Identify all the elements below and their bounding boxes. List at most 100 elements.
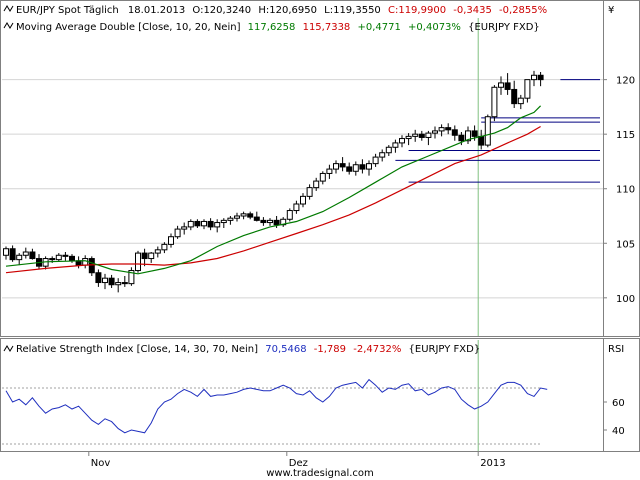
price-y-tick-label: 105 bbox=[616, 239, 635, 250]
indicator-icon bbox=[3, 22, 14, 29]
candle-body bbox=[531, 74, 537, 81]
indicator-name: Moving Average Double [Close, 10, 20, Ne… bbox=[16, 22, 241, 33]
candle-body bbox=[174, 228, 181, 238]
candle-body bbox=[201, 220, 207, 227]
candle-body bbox=[141, 252, 148, 260]
candle-body bbox=[9, 248, 16, 261]
x-tick-label: Dez bbox=[289, 458, 308, 469]
candle-body bbox=[326, 168, 333, 174]
support-resistance-lines bbox=[395, 79, 600, 183]
rsi-series bbox=[5, 378, 548, 434]
candle-body bbox=[458, 134, 465, 142]
rsi-value: 70,5468 bbox=[265, 344, 306, 355]
candle-body bbox=[300, 195, 306, 205]
candle-body bbox=[418, 133, 425, 138]
rsi-change: -1,789 bbox=[314, 344, 346, 355]
price-y-tick-label: 100 bbox=[616, 294, 635, 305]
candle-body bbox=[161, 243, 168, 251]
candle-body bbox=[385, 146, 392, 154]
candle-body bbox=[517, 97, 524, 105]
title-date: 18.01.2013 bbox=[128, 5, 185, 16]
axis-ticks: 100 105 110 115 120 Nov Dez 2013 40 60 bbox=[88, 76, 635, 469]
title-open: O:120,3240 bbox=[192, 5, 251, 16]
indicator-symbol: {EURJPY FXD} bbox=[468, 22, 540, 33]
svg-text:Relative Strength Index [Close: Relative Strength Index [Close, 14, 30, … bbox=[16, 344, 480, 355]
title-symbol: EUR/JPY Spot Täglich bbox=[16, 5, 119, 16]
candle-body bbox=[478, 135, 485, 146]
title-low: L:119,3550 bbox=[324, 5, 381, 16]
svg-text:Moving Average Double [Close,: Moving Average Double [Close, 10, 20, Ne… bbox=[16, 22, 540, 33]
candle-body bbox=[49, 258, 56, 261]
candle-body bbox=[16, 254, 23, 261]
title-close: C:119,9900 bbox=[388, 5, 446, 16]
candle-body bbox=[445, 127, 452, 131]
title-change-pct: -0,2855% bbox=[499, 5, 547, 16]
candle-body bbox=[491, 86, 498, 118]
price-y-tick-label: 120 bbox=[616, 76, 635, 87]
candle-body bbox=[432, 130, 438, 134]
candle-body bbox=[412, 133, 419, 137]
candle-body bbox=[405, 135, 412, 140]
candle-body bbox=[247, 213, 254, 218]
candle-body bbox=[214, 222, 221, 228]
candle-body bbox=[273, 219, 280, 226]
candle-body bbox=[339, 163, 346, 168]
candle-body bbox=[168, 236, 174, 245]
candle-body bbox=[29, 251, 36, 260]
candle-body bbox=[484, 116, 491, 146]
candle-body bbox=[220, 219, 227, 224]
candle-body bbox=[22, 251, 29, 256]
candle-body bbox=[102, 277, 108, 284]
rsi-symbol: {EURJPY FXD} bbox=[409, 344, 481, 355]
candle-body bbox=[399, 138, 405, 144]
price-y-tick-label: 115 bbox=[616, 130, 635, 141]
candle-body bbox=[286, 210, 293, 220]
indicator-diff-pct: +0,4073% bbox=[408, 22, 461, 33]
candle-body bbox=[227, 217, 234, 221]
price-header: EUR/JPY Spot Täglich 18.01.2013 O:120,32… bbox=[3, 5, 614, 33]
title-high: H:120,6950 bbox=[258, 5, 317, 16]
candle-body bbox=[359, 164, 366, 170]
candle-body bbox=[293, 203, 300, 212]
price-y-tick-label: 110 bbox=[616, 185, 635, 196]
candle-body bbox=[234, 215, 240, 219]
rsi-line bbox=[5, 378, 548, 434]
candle-body bbox=[306, 187, 313, 197]
indicator-diff: +0,4771 bbox=[357, 22, 400, 33]
candle-body bbox=[3, 248, 9, 256]
rsi-change-pct: -2,4732% bbox=[353, 344, 401, 355]
candle-body bbox=[207, 220, 214, 228]
candle-body bbox=[537, 74, 544, 81]
candle-body bbox=[253, 216, 260, 221]
svg-text:EUR/JPY Spot Täglich 18.: EUR/JPY Spot Täglich 18.01.2013 O:120,32… bbox=[16, 5, 547, 16]
candle-body bbox=[425, 132, 432, 138]
moving-average-series bbox=[5, 105, 542, 275]
grid-lines bbox=[2, 18, 603, 451]
candle-body bbox=[379, 152, 386, 158]
candle-body bbox=[187, 220, 194, 228]
candle-body bbox=[438, 127, 445, 132]
candle-body bbox=[465, 130, 471, 142]
candle-body bbox=[267, 219, 273, 224]
candle-body bbox=[154, 249, 161, 254]
rsi-y-tick-label: 60 bbox=[612, 398, 625, 409]
candle-body bbox=[504, 82, 511, 90]
watermark: www.tradesignal.com bbox=[266, 468, 374, 479]
candle-body bbox=[451, 129, 458, 136]
rsi-y-tick-label: 40 bbox=[612, 426, 625, 437]
chart-type-icon bbox=[3, 5, 14, 12]
candle-body bbox=[181, 226, 188, 230]
candle-body bbox=[352, 164, 359, 172]
candle-body bbox=[319, 172, 326, 182]
candle-body bbox=[148, 252, 155, 260]
candle-body bbox=[88, 258, 95, 274]
x-tick-label: Nov bbox=[91, 458, 111, 469]
indicator-ma-slow: 115,7338 bbox=[303, 22, 351, 33]
candle-body bbox=[194, 220, 201, 227]
rsi-axis-label: RSI bbox=[608, 344, 624, 355]
candle-body bbox=[69, 255, 75, 262]
candle-body bbox=[95, 272, 102, 284]
candle-body bbox=[372, 156, 379, 165]
candle-body bbox=[62, 254, 69, 257]
